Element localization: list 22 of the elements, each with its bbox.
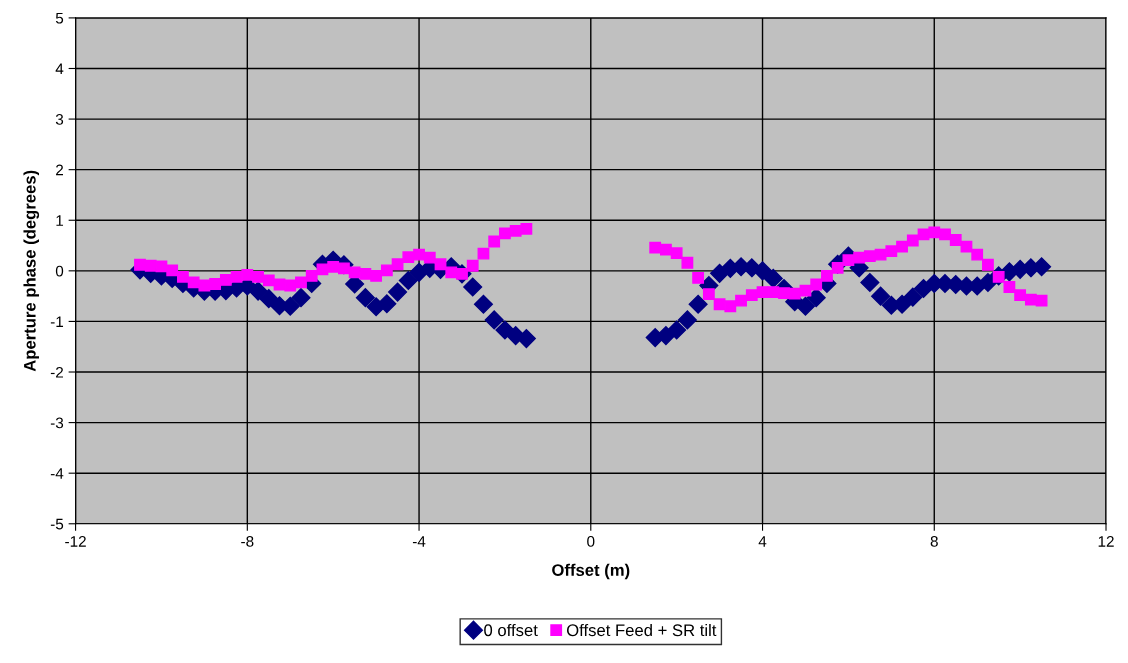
x-axis-title: Offset (m) [552,563,630,580]
y-tick-label: -3 [50,417,64,429]
y-tick-label: 3 [55,113,64,125]
legend-label: Offset Feed + SR tilt [566,623,717,637]
y-tick-label: -5 [50,518,64,530]
y-axis-title: Aperture phase (degrees) [23,170,40,372]
x-tick-label: 0 [587,535,595,547]
x-tick-label: -4 [412,536,426,547]
y-tick-label: 1 [56,215,64,226]
x-tick-label: 8 [930,535,938,547]
y-tick-label: 2 [56,164,63,176]
x-tick-label: -8 [241,535,254,547]
x-tick-label: 12 [1098,535,1114,547]
y-tick-label: 0 [55,265,64,277]
x-tick-label: -12 [65,535,86,547]
y-tick-label: -1 [50,316,64,327]
y-tick-label: -4 [50,468,64,479]
x-tick-label: 4 [758,536,767,547]
y-tick-label: 4 [55,63,64,75]
y-tick-label: 5 [55,12,64,24]
y-tick-label: -2 [50,366,63,378]
legend-label: 0 offset [484,623,538,637]
